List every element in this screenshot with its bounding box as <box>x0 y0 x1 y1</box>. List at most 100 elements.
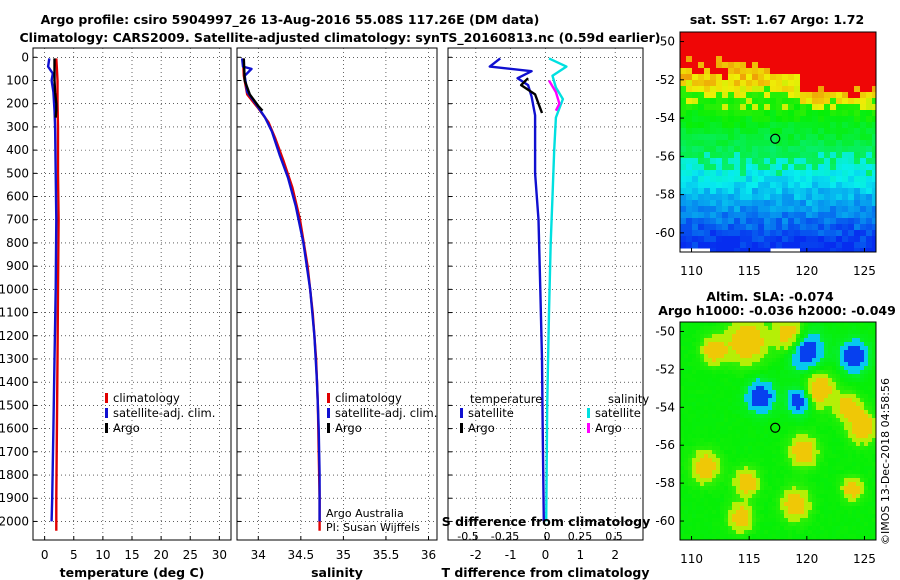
heatmap-cell <box>736 482 741 487</box>
heatmap-cell <box>804 330 809 335</box>
heatmap-cell <box>728 474 733 479</box>
heatmap-cell <box>752 152 759 159</box>
heatmap-cell <box>712 490 717 495</box>
heatmap-cell <box>704 218 711 225</box>
heatmap-cell <box>736 438 741 443</box>
heatmap-cell <box>732 410 737 415</box>
heatmap-cell <box>700 530 705 535</box>
heatmap-cell <box>748 494 753 499</box>
heatmap-cell <box>692 200 699 207</box>
heatmap-cell <box>808 458 813 463</box>
heatmap-cell <box>712 422 717 427</box>
heatmap-cell <box>710 194 717 201</box>
heatmap-cell <box>842 248 849 252</box>
heatmap-cell <box>740 506 745 511</box>
heatmap-cell <box>772 362 777 367</box>
heatmap-cell <box>782 128 789 135</box>
depth-tick-label: 1000 <box>0 282 29 296</box>
heatmap-cell <box>788 486 793 491</box>
heatmap-cell <box>812 414 817 419</box>
heatmap-cell <box>768 486 773 491</box>
heatmap-cell <box>872 390 876 395</box>
heatmap-cell <box>812 422 817 427</box>
heatmap-cell <box>848 140 855 147</box>
heatmap-cell <box>704 422 709 427</box>
heatmap-cell <box>794 158 801 165</box>
heatmap-cell <box>740 398 745 403</box>
heatmap-cell <box>692 530 697 535</box>
heatmap-cell <box>784 514 789 519</box>
heatmap-cell <box>792 538 797 540</box>
heatmap-cell <box>860 38 867 45</box>
depth-tick-label: 800 <box>6 236 29 250</box>
heatmap-cell <box>794 146 801 153</box>
heatmap-cell <box>680 200 687 207</box>
heatmap-cell <box>684 338 689 343</box>
legend-swatch <box>587 408 590 418</box>
heatmap-cell <box>692 386 697 391</box>
heatmap-cell <box>830 74 837 81</box>
heatmap-cell <box>796 518 801 523</box>
heatmap-cell <box>700 410 705 415</box>
heatmap-cell <box>848 514 853 519</box>
heatmap-cell <box>830 104 837 111</box>
heatmap-cell <box>830 50 837 57</box>
heatmap-cell <box>776 62 783 69</box>
heatmap-cell <box>788 534 793 539</box>
heatmap-cell <box>704 494 709 499</box>
heatmap-cell <box>734 134 741 141</box>
heatmap-cell <box>724 470 729 475</box>
heatmap-cell <box>704 236 711 243</box>
heatmap-cell <box>740 326 745 331</box>
heatmap-cell <box>736 330 741 335</box>
heatmap-cell <box>724 462 729 467</box>
heatmap-cell <box>752 200 759 207</box>
map-y-tick-label: -56 <box>655 149 675 163</box>
heatmap-cell <box>780 470 785 475</box>
heatmap-cell <box>856 450 861 455</box>
heatmap-cell <box>680 358 685 363</box>
heatmap-cell <box>788 170 795 177</box>
heatmap-cell <box>716 164 723 171</box>
heatmap-cell <box>696 382 701 387</box>
heatmap-cell <box>832 478 837 483</box>
heatmap-cell <box>854 224 861 231</box>
heatmap-cell <box>756 446 761 451</box>
x-tick-label: -2 <box>470 548 482 562</box>
heatmap-cell <box>780 502 785 507</box>
heatmap-cell <box>748 522 753 527</box>
heatmap-cell <box>860 478 865 483</box>
heatmap-cell <box>872 212 876 219</box>
heatmap-cell <box>784 430 789 435</box>
heatmap-cell <box>704 462 709 467</box>
heatmap-cell <box>812 200 819 207</box>
heatmap-cell <box>756 514 761 519</box>
heatmap-cell <box>780 494 785 499</box>
heatmap-cell <box>782 134 789 141</box>
heatmap-cell <box>758 32 765 39</box>
heatmap-cell <box>788 38 795 45</box>
heatmap-cell <box>848 454 853 459</box>
heatmap-cell <box>828 414 833 419</box>
heatmap-cell <box>736 390 741 395</box>
heatmap-cell <box>872 224 876 231</box>
heatmap-cell <box>820 378 825 383</box>
heatmap-cell <box>872 242 876 249</box>
heatmap-cell <box>848 134 855 141</box>
heatmap-cell <box>836 526 841 531</box>
heatmap-cell <box>776 482 781 487</box>
heatmap-cell <box>808 426 813 431</box>
heatmap-cell <box>864 414 869 419</box>
heatmap-cell <box>684 510 689 515</box>
heatmap-cell <box>848 398 853 403</box>
map-y-tick-label: -50 <box>655 35 675 49</box>
heatmap-cell <box>808 490 813 495</box>
heatmap-cell <box>794 44 801 51</box>
heatmap-cell <box>740 104 747 111</box>
heatmap-cell <box>696 538 701 540</box>
heatmap-cell <box>856 326 861 331</box>
heatmap-cell <box>760 498 765 503</box>
heatmap-cell <box>820 418 825 423</box>
heatmap-cell <box>720 514 725 519</box>
heatmap-cell <box>744 494 749 499</box>
